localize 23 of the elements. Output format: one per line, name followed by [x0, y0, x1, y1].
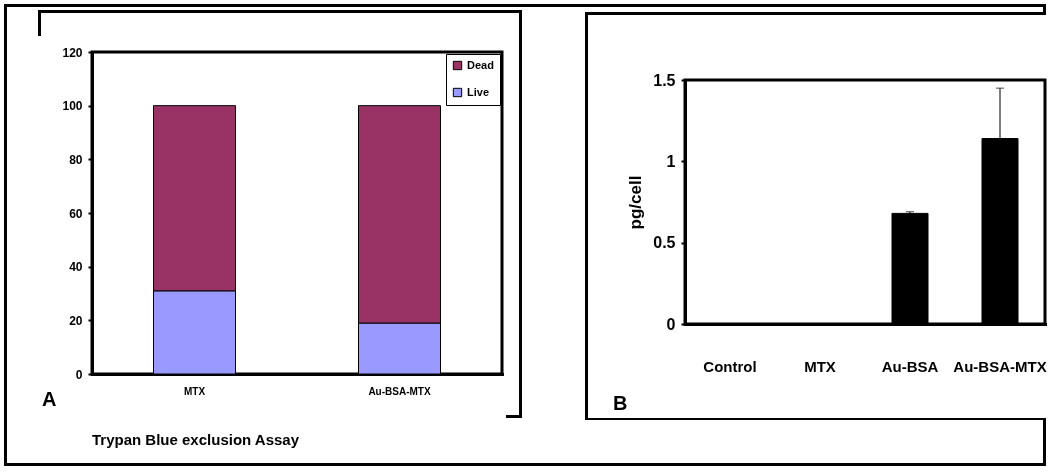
y-tick-label: 0.5 [653, 234, 676, 252]
x-tick-label: Control [703, 357, 757, 375]
x-tick-label: Au-BSA-MTX [368, 385, 431, 397]
x-tick-label: MTX [804, 357, 836, 375]
y-tick-label: 1.5 [653, 71, 676, 89]
y-tick-label: 80 [69, 152, 83, 167]
y-tick-label: 0 [666, 315, 676, 333]
text: Trypan Blue exclusion Assay [92, 431, 300, 448]
y-tick-label: 0 [75, 367, 83, 382]
y-tick-label: 20 [69, 313, 83, 328]
x-tick-label: Au-BSA [881, 357, 939, 375]
text: B [613, 392, 628, 414]
text: A [42, 388, 57, 410]
y-axis-title: pg/cell [626, 175, 646, 230]
y-tick-label: 60 [69, 206, 83, 221]
y-tick-label: 1 [666, 152, 676, 170]
y-tick-label: 40 [69, 260, 83, 275]
legend-label: Dead [467, 58, 494, 71]
x-tick-label: MTX [183, 385, 206, 397]
y-tick-label: 120 [62, 45, 83, 60]
y-tick-label: 100 [62, 99, 83, 114]
x-tick-label: Au-BSA-MTX [953, 357, 1047, 375]
legend-label: Live [467, 85, 490, 98]
